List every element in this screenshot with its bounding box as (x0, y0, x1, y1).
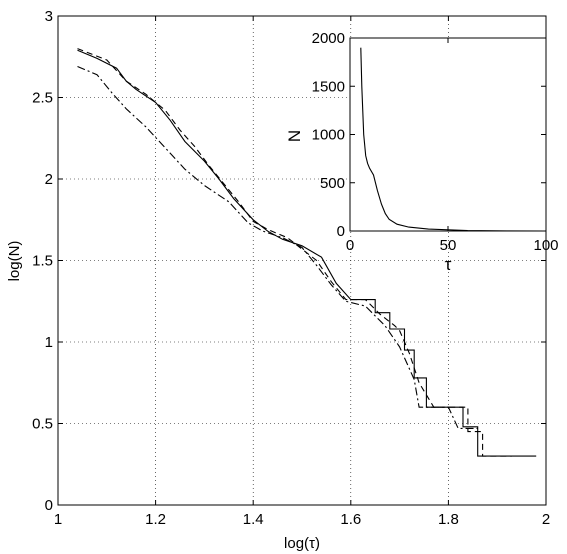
main-series-line-solid (77, 49, 537, 457)
main-series (77, 48, 537, 457)
main-x-tick-label: 1.2 (145, 511, 166, 528)
main-y-tick-label: 3 (45, 8, 53, 25)
main-grid (58, 16, 546, 505)
main-ticks: 1 1.2 1.4 1.6 1.8 2 0 0.5 1 1.5 2 2.5 3 (32, 8, 550, 528)
main-y-tick-label: 0 (45, 497, 53, 514)
main-y-tick-label: 1 (45, 334, 53, 351)
inset-x-axis-label: τ (445, 255, 452, 274)
main-y-axis-label: log(N) (6, 241, 23, 282)
main-x-tick-label: 2 (542, 511, 550, 528)
main-x-tick-label: 1.6 (340, 511, 361, 528)
main-y-tick-label: 2.5 (32, 90, 53, 107)
inset-series-line-solid (360, 47, 547, 232)
main-x-tick-label: 1.4 (243, 511, 264, 528)
inset-y-tick-label: 2000 (312, 30, 345, 47)
inset-y-tick-label: 1500 (312, 78, 345, 95)
main-series-line-dashdot (77, 65, 478, 429)
main-y-tick-label: 2 (45, 171, 53, 188)
main-x-axis-label: log(τ) (284, 535, 320, 552)
inset-x-tick-label: 0 (346, 237, 354, 254)
main-series-line-dashed (77, 48, 512, 457)
inset-x-tick-label: 50 (440, 237, 457, 254)
inset-y-tick-label: 0 (337, 223, 345, 240)
main-y-tick-label: 0.5 (32, 416, 53, 433)
inset-x-tick-label: 100 (533, 237, 558, 254)
inset-y-tick-label: 1000 (312, 127, 345, 144)
main-y-tick-label: 1.5 (32, 253, 53, 270)
inset-series (360, 47, 547, 232)
main-x-tick-label: 1.8 (438, 511, 459, 528)
inset-y-tick-label: 500 (320, 175, 345, 192)
main-x-tick-label: 1 (54, 511, 62, 528)
inset-plot-frame (349, 37, 547, 232)
inset-y-axis-label: N (285, 130, 304, 142)
